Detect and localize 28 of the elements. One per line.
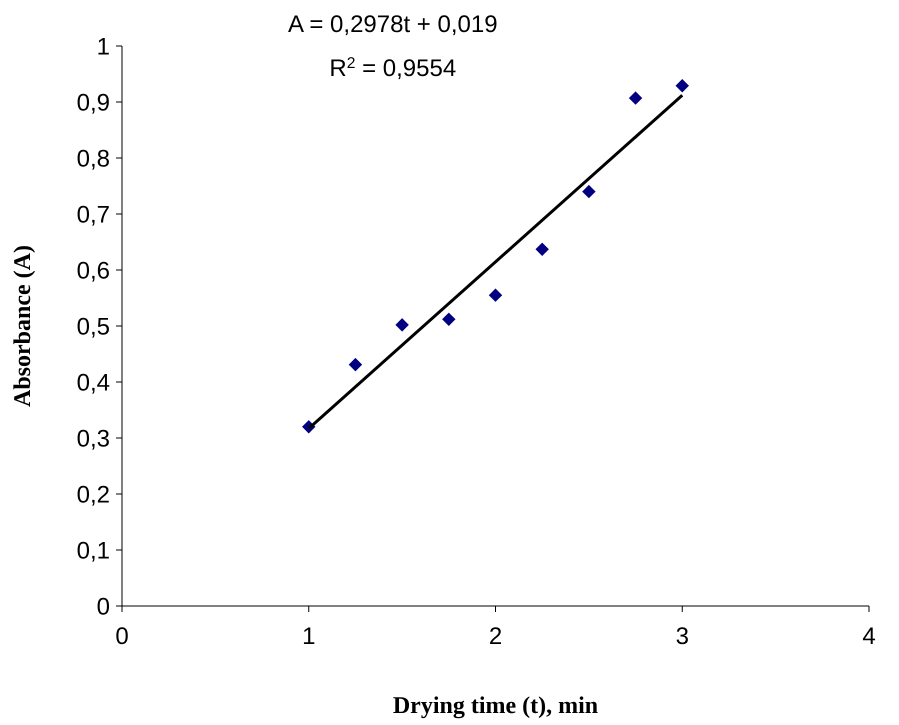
point xyxy=(628,91,642,105)
point xyxy=(348,358,362,372)
x-tick-label: 3 xyxy=(676,623,689,650)
point xyxy=(442,312,456,326)
x-tick-label: 2 xyxy=(488,623,502,650)
y-tick-label: 0,1 xyxy=(76,537,110,564)
x-axis-title: Drying time (t), min xyxy=(392,693,598,719)
y-tick-label: 0,2 xyxy=(76,481,110,508)
y-tick-label: 0,4 xyxy=(76,369,110,396)
y-tick-label: 0,9 xyxy=(76,89,110,116)
point xyxy=(582,184,596,198)
x-tick-label: 0 xyxy=(115,623,129,650)
x-tick-label: 4 xyxy=(862,623,876,650)
point xyxy=(395,318,409,332)
y-axis-title: Absorbance (A) xyxy=(10,245,36,407)
annotation: R$^{2}$ = 0,9554 xyxy=(329,54,456,82)
y-tick-label: 0,5 xyxy=(76,313,110,340)
point xyxy=(535,242,549,256)
x-tick-label: 1 xyxy=(302,623,316,650)
y-tick-label: 0,8 xyxy=(76,145,110,172)
point xyxy=(676,79,689,92)
y-tick-label: 0 xyxy=(96,593,110,620)
text: A = 0,2978t + 0,019 xyxy=(288,11,498,38)
point xyxy=(488,288,502,302)
y-tick-label: 0,7 xyxy=(76,201,110,228)
y-tick-label: 1 xyxy=(96,33,110,60)
y-tick-label: 0,3 xyxy=(76,425,110,452)
y-tick-label: 0,6 xyxy=(76,257,110,284)
